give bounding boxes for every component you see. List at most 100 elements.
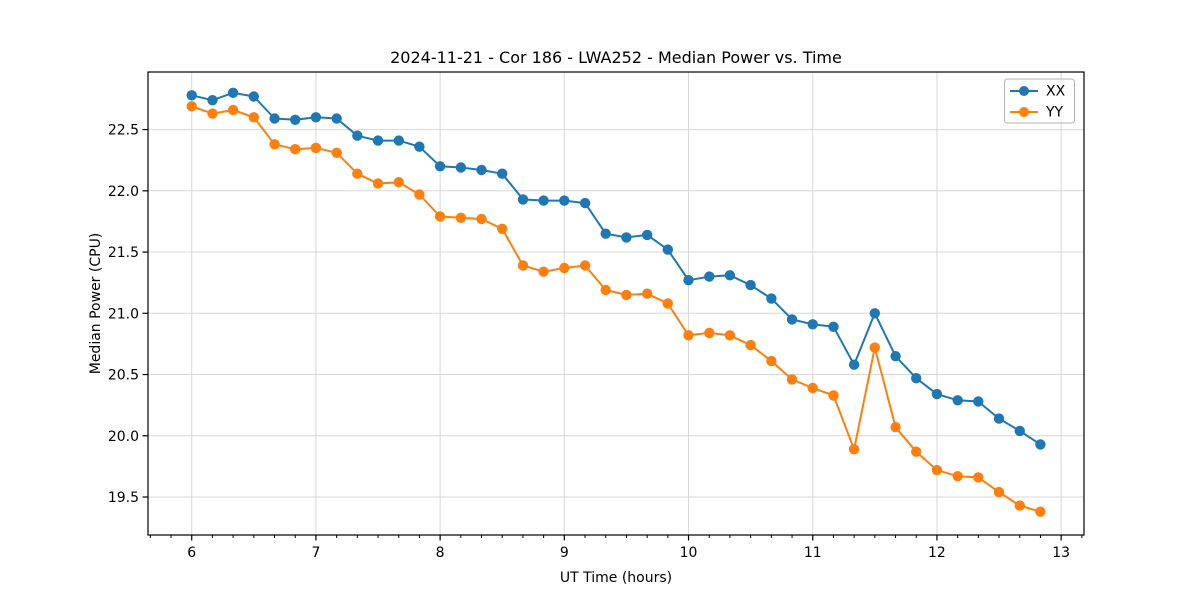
legend: XX YY xyxy=(1004,78,1075,124)
series-YY-marker xyxy=(993,486,1005,498)
series-YY-marker xyxy=(372,178,384,189)
series-XX-marker xyxy=(724,270,736,281)
series-YY-marker xyxy=(393,177,404,188)
series-XX-marker xyxy=(766,293,777,304)
series-YY-marker xyxy=(724,330,736,341)
series-XX-marker xyxy=(290,114,301,126)
series-YY-marker xyxy=(704,327,715,339)
y-tick-label-22: 22.0 xyxy=(108,184,139,200)
series-YY-marker xyxy=(269,139,280,150)
series-YY-marker xyxy=(331,147,342,158)
series-YY-marker xyxy=(497,223,508,234)
legend-item-xx: XX xyxy=(1010,84,1066,100)
series-YY-marker xyxy=(807,382,818,394)
series-YY-marker xyxy=(538,266,549,277)
x-tick-label-6: 6 xyxy=(187,545,196,561)
x-tick-label-9: 9 xyxy=(560,545,569,561)
series-YY-marker xyxy=(207,108,218,119)
series-XX-marker xyxy=(807,319,818,330)
series-XX-marker xyxy=(1035,439,1046,450)
series-XX-marker xyxy=(786,314,798,325)
y-axis-label: Median Power (CPU) xyxy=(88,233,104,375)
series-YY-marker xyxy=(662,298,673,309)
series-XX-marker xyxy=(538,195,549,206)
series-YY-marker xyxy=(683,330,694,341)
series-XX-marker xyxy=(331,113,342,124)
series-YY-marker xyxy=(517,260,529,271)
series-YY-marker xyxy=(911,446,922,457)
series-YY-marker xyxy=(579,260,591,271)
series-XX-marker xyxy=(848,359,860,370)
series-XX-marker xyxy=(414,141,425,152)
series-XX-marker xyxy=(745,279,756,291)
series-YY-marker xyxy=(786,374,798,385)
series-YY-marker xyxy=(559,262,570,274)
tick-label-layer: 6 7 8 9 10 11 12 13 19.5 20.0 20.5 21.0 21.5 22.0 22.5 xyxy=(108,123,1070,561)
series-YY-marker xyxy=(642,288,653,299)
series-XX-marker xyxy=(993,413,1005,424)
y-tick-label-20.5: 20.5 xyxy=(108,368,139,384)
series-YY-marker xyxy=(414,189,425,200)
series-YY-marker xyxy=(952,471,963,482)
series-XX-marker xyxy=(911,373,922,384)
series-XX-marker xyxy=(579,197,591,209)
series-XX-marker xyxy=(310,112,322,123)
y-tick-label-20: 20.0 xyxy=(108,429,139,445)
x-tick-label-7: 7 xyxy=(311,545,320,561)
series-YY-marker xyxy=(828,390,839,401)
x-tick-label-11: 11 xyxy=(804,545,822,561)
series-YY-marker xyxy=(248,112,259,123)
series-XX-marker xyxy=(372,135,384,146)
series-YY-marker xyxy=(766,355,777,367)
legend-marker-xx-icon xyxy=(1019,86,1029,96)
series-XX-marker xyxy=(683,275,694,286)
series-YY-marker xyxy=(1035,506,1046,517)
y-tick-label-21.5: 21.5 xyxy=(108,245,139,261)
series-XX-marker xyxy=(352,130,363,141)
legend-label-yy: YY xyxy=(1045,105,1064,121)
series-XX-marker xyxy=(704,271,715,282)
series-YY-marker xyxy=(186,101,197,112)
series-XX-markers xyxy=(186,87,1046,450)
x-axis-label: UT Time (hours) xyxy=(560,570,672,586)
series-XX-marker xyxy=(476,164,487,176)
series-XX-marker xyxy=(227,87,239,99)
series-XX-marker xyxy=(600,228,611,239)
series-XX-marker xyxy=(642,229,653,241)
series-YY-marker xyxy=(310,142,322,154)
series-YY-marker xyxy=(931,464,943,476)
series-XX-marker xyxy=(269,113,280,124)
y-tick-label-21: 21.0 xyxy=(108,306,139,322)
series-YY-marker xyxy=(621,289,632,301)
grid-layer xyxy=(148,72,1084,535)
x-tick-label-10: 10 xyxy=(680,545,698,561)
x-tick-label-13: 13 xyxy=(1052,545,1070,561)
series-YY-marker xyxy=(890,422,901,433)
series-YY-marker xyxy=(869,342,880,353)
series-YY-marker xyxy=(434,211,446,222)
series-YY-marker xyxy=(745,339,756,351)
series-XX-marker xyxy=(248,91,259,102)
series-XX-marker xyxy=(186,90,197,101)
series-XX-marker xyxy=(931,388,943,400)
y-tick-label-22.5: 22.5 xyxy=(108,123,139,139)
chart-title: 2024-11-21 - Cor 186 - LWA252 - Median P… xyxy=(390,48,842,67)
series-XX-marker xyxy=(1014,425,1025,437)
x-tick-label-8: 8 xyxy=(436,545,445,561)
series-YY-marker xyxy=(848,444,860,455)
series-YY-marker xyxy=(1014,500,1025,511)
plot-border xyxy=(147,71,1085,536)
series-YY-marker xyxy=(600,284,611,296)
series-YY-marker xyxy=(455,212,467,223)
series-layer xyxy=(186,87,1046,517)
legend-item-yy: YY xyxy=(1010,105,1064,121)
series-XX-marker xyxy=(497,168,508,179)
series-YY-markers xyxy=(186,101,1046,517)
legend-label-xx: XX xyxy=(1046,84,1066,100)
series-XX-marker xyxy=(890,351,901,362)
x-tick-label-12: 12 xyxy=(928,545,946,561)
series-XX-marker xyxy=(952,395,963,406)
series-XX-marker xyxy=(662,244,673,255)
